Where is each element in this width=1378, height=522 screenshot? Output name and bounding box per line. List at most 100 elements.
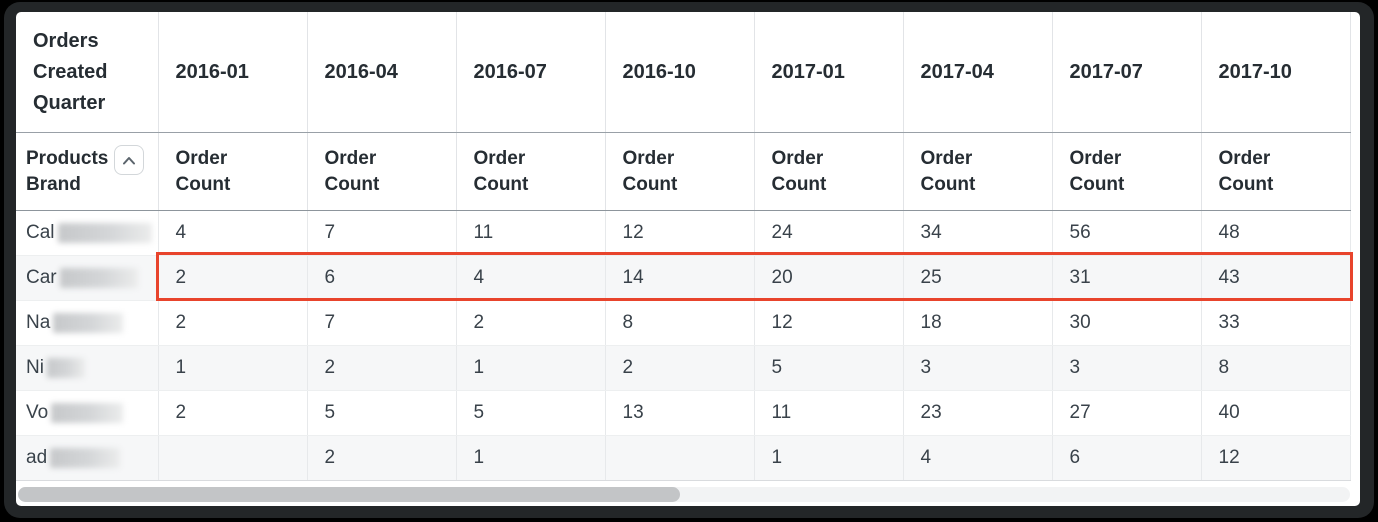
order-count-cell[interactable]: 2 — [605, 345, 755, 391]
table-row: Car 2 6 4 14 20 25 31 43 — [16, 255, 1351, 301]
order-count-cell[interactable]: 40 — [1201, 390, 1351, 436]
redacted-brand-text — [57, 223, 152, 243]
order-count-cell[interactable]: 4 — [456, 255, 606, 301]
brand-prefix-text: Vo — [26, 402, 49, 423]
order-count-header[interactable]: Order Count — [456, 132, 606, 211]
order-count-header[interactable]: Order Count — [307, 132, 457, 211]
orders-created-quarter-header: Orders Created Quarter — [16, 12, 159, 133]
order-count-cell[interactable] — [605, 435, 755, 481]
quarter-column-header[interactable]: 2016-07 — [456, 12, 606, 133]
horizontal-scrollbar-track[interactable] — [18, 487, 1350, 502]
order-count-header[interactable]: Order Count — [605, 132, 755, 211]
order-count-cell[interactable]: 2 — [158, 255, 308, 301]
order-count-cell[interactable]: 20 — [754, 255, 904, 301]
order-count-label: Order Count — [1218, 147, 1274, 195]
order-count-label: Order Count — [622, 147, 678, 195]
order-count-cell[interactable]: 6 — [307, 255, 457, 301]
order-count-cell[interactable]: 18 — [903, 300, 1053, 346]
order-count-cell[interactable]: 24 — [754, 210, 904, 256]
order-count-header[interactable]: Order Count — [754, 132, 904, 211]
quarter-header-row: Orders Created Quarter 2016-01 2016-04 201… — [16, 12, 1351, 133]
brand-cell[interactable]: Vo — [16, 390, 159, 436]
order-count-cell[interactable]: 6 — [1052, 435, 1202, 481]
order-count-cell[interactable]: 1 — [158, 345, 308, 391]
table-row: Cal 4 7 11 12 24 34 56 48 — [16, 210, 1351, 256]
order-count-cell[interactable]: 13 — [605, 390, 755, 436]
order-count-cell[interactable]: 8 — [1201, 345, 1351, 391]
order-count-cell[interactable]: 30 — [1052, 300, 1202, 346]
order-count-cell[interactable]: 27 — [1052, 390, 1202, 436]
order-count-cell[interactable]: 2 — [158, 390, 308, 436]
order-count-cell[interactable] — [158, 435, 308, 481]
order-count-cell[interactable]: 7 — [307, 210, 457, 256]
order-count-cell[interactable]: 5 — [754, 345, 904, 391]
order-count-cell[interactable]: 34 — [903, 210, 1053, 256]
brand-cell[interactable]: Car — [16, 255, 159, 301]
order-count-label: Order Count — [771, 147, 827, 195]
order-count-cell[interactable]: 2 — [307, 345, 457, 391]
order-count-header[interactable]: Order Count — [903, 132, 1053, 211]
order-count-header[interactable]: Order Count — [1201, 132, 1351, 211]
screenshot-frame: Orders Created Quarter 2016-01 2016-04 201… — [4, 2, 1374, 518]
order-count-cell[interactable]: 4 — [903, 435, 1053, 481]
redacted-brand-text — [51, 403, 124, 423]
brand-prefix-text: ad — [26, 447, 48, 468]
order-count-header[interactable]: Order Count — [158, 132, 308, 211]
horizontal-scrollbar-thumb[interactable] — [18, 487, 680, 502]
order-count-cell[interactable]: 2 — [307, 435, 457, 481]
order-count-cell[interactable]: 56 — [1052, 210, 1202, 256]
sort-button[interactable] — [114, 145, 144, 175]
quarter-column-header[interactable]: 2017-01 — [754, 12, 904, 133]
table-row: ad 2 1 1 4 6 12 — [16, 435, 1351, 481]
order-count-cell[interactable]: 23 — [903, 390, 1053, 436]
order-count-cell[interactable]: 1 — [456, 345, 606, 391]
table-body: Cal 4 7 11 12 24 34 56 48 Car 2 6 4 14 20 25 31 43 Na 2 7 2 8 1… — [16, 210, 1351, 481]
order-count-cell[interactable]: 25 — [903, 255, 1053, 301]
quarter-column-header[interactable]: 2016-04 — [307, 12, 457, 133]
order-count-cell[interactable]: 5 — [307, 390, 457, 436]
order-count-cell[interactable]: 8 — [605, 300, 755, 346]
order-count-cell[interactable]: 11 — [754, 390, 904, 436]
order-count-label: Order Count — [324, 147, 380, 195]
brand-cell[interactable]: ad — [16, 435, 159, 481]
order-count-cell[interactable]: 3 — [1052, 345, 1202, 391]
order-count-cell[interactable]: 11 — [456, 210, 606, 256]
order-count-cell[interactable]: 3 — [903, 345, 1053, 391]
order-count-cell[interactable]: 1 — [456, 435, 606, 481]
order-count-cell[interactable]: 31 — [1052, 255, 1202, 301]
brand-cell[interactable]: Ni — [16, 345, 159, 391]
quarter-column-header[interactable]: 2017-10 — [1201, 12, 1351, 133]
products-brand-header: Products Brand — [16, 132, 159, 211]
order-count-cell[interactable]: 7 — [307, 300, 457, 346]
order-count-cell[interactable]: 5 — [456, 390, 606, 436]
order-count-label: Order Count — [175, 147, 231, 195]
order-count-cell[interactable]: 12 — [754, 300, 904, 346]
order-count-cell[interactable]: 2 — [158, 300, 308, 346]
order-count-cell[interactable]: 12 — [605, 210, 755, 256]
order-count-cell[interactable]: 4 — [158, 210, 308, 256]
order-count-cell[interactable]: 12 — [1201, 435, 1351, 481]
brand-cell[interactable]: Cal — [16, 210, 159, 256]
order-count-cell[interactable]: 14 — [605, 255, 755, 301]
quarter-column-header[interactable]: 2016-01 — [158, 12, 308, 133]
table-row: Vo 2 5 5 13 11 23 27 40 — [16, 390, 1351, 436]
quarter-column-header[interactable]: 2016-10 — [605, 12, 755, 133]
order-count-cell[interactable]: 33 — [1201, 300, 1351, 346]
order-count-cell[interactable]: 43 — [1201, 255, 1351, 301]
redacted-brand-text — [59, 268, 138, 288]
chevron-up-icon — [122, 156, 136, 165]
brand-cell[interactable]: Na — [16, 300, 159, 346]
order-count-cell[interactable]: 2 — [456, 300, 606, 346]
quarter-column-header[interactable]: 2017-07 — [1052, 12, 1202, 133]
order-count-cell[interactable]: 48 — [1201, 210, 1351, 256]
brand-prefix-text: Ni — [26, 357, 44, 378]
pivot-table-panel: Orders Created Quarter 2016-01 2016-04 201… — [16, 12, 1360, 506]
order-count-header[interactable]: Order Count — [1052, 132, 1202, 211]
redacted-brand-text — [46, 358, 85, 378]
table-row: Na 2 7 2 8 12 18 30 33 — [16, 300, 1351, 346]
order-count-cell[interactable]: 1 — [754, 435, 904, 481]
quarter-column-header[interactable]: 2017-04 — [903, 12, 1053, 133]
redacted-brand-text — [53, 313, 124, 333]
redacted-brand-text — [50, 448, 121, 468]
measure-header-row: Products Brand Order Count Order Count Ord… — [16, 132, 1351, 211]
